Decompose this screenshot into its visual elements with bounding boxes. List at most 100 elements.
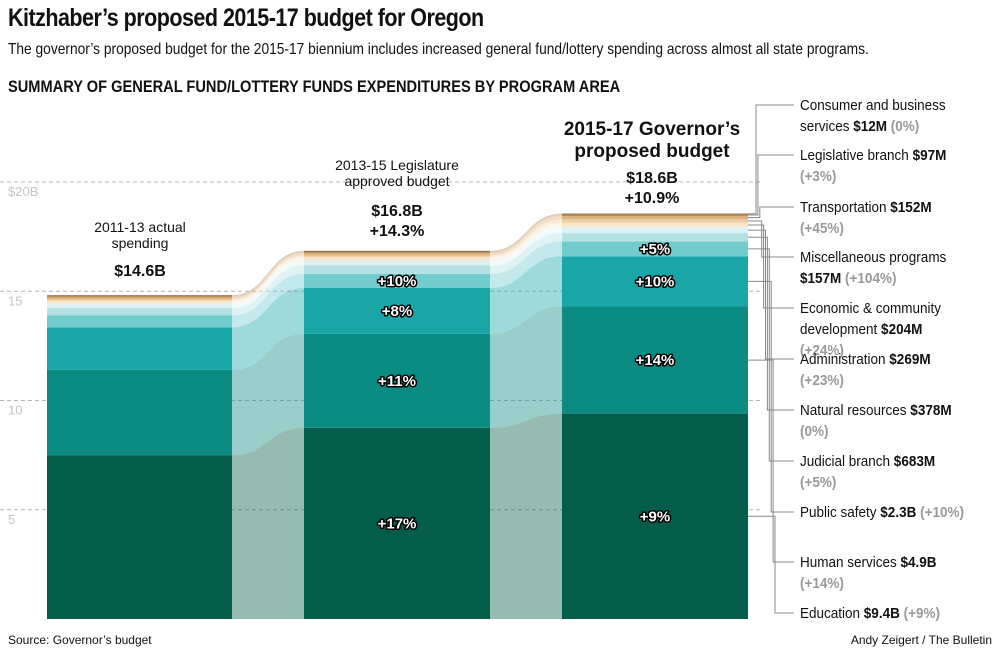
column-total-label: $16.8B [371, 203, 423, 220]
flow-public-safety-1 [232, 287, 304, 370]
flow-administration-2 [490, 227, 562, 266]
legend-item-miscellaneous-programs: Miscellaneous programs $157M (+104%) [800, 247, 967, 289]
legend-change: (0%) [890, 118, 920, 135]
bar-legislative-branch-1 [47, 295, 232, 298]
column-label: proposed budget [574, 141, 730, 162]
legend-amount: $97M [912, 147, 947, 164]
bar-human-services-1 [47, 369, 232, 456]
bar-public-safety-2 [304, 287, 490, 334]
legend-name: Education [800, 605, 864, 622]
leader-line-consumer-and-business-services [748, 104, 794, 215]
column-label: approved budget [344, 173, 449, 189]
bar-change-label: +17% [378, 515, 417, 532]
bar-natural-resources-2 [304, 265, 490, 274]
bar-public-safety-3 [562, 256, 748, 307]
flow-miscellaneous-programs-1 [232, 255, 304, 301]
legend-change: (+3%) [800, 168, 837, 185]
legend-item-judicial-branch: Judicial branch $683M (+5%) [800, 451, 967, 493]
flow-human-services-2 [490, 306, 562, 428]
bar-public-safety-1 [47, 327, 232, 370]
legend-amount: $4.9B [900, 554, 937, 571]
bar-change-label: +9% [640, 508, 670, 525]
bar-consumer-and-business-services-1 [47, 295, 232, 296]
y-tick-label: 5 [8, 512, 15, 527]
legend-change: (+9%) [903, 605, 940, 622]
flow-natural-resources-1 [232, 265, 304, 316]
legend-amount: $12M [853, 118, 891, 135]
bar-change-label: +10% [378, 273, 417, 290]
flow-transportation-2 [490, 216, 562, 256]
legend-amount: $378M [910, 402, 952, 419]
legend-change: (+104%) [845, 270, 897, 287]
leader-line-legislative-branch [748, 154, 794, 216]
bar-administration-2 [304, 260, 490, 266]
bar-legislative-branch-2 [304, 251, 490, 254]
bar-consumer-and-business-services-3 [562, 213, 748, 215]
legend-name: Transportation [800, 199, 891, 216]
bar-human-services-3 [562, 306, 748, 414]
bar-transportation-3 [562, 216, 748, 220]
legend-item-public-safety: Public safety $2.3B (+10%) [800, 502, 967, 523]
flow-miscellaneous-programs-2 [490, 219, 562, 258]
bar-economic-community-development-1 [47, 300, 232, 304]
bar-change-label: +11% [378, 373, 416, 390]
flow-natural-resources-2 [490, 233, 562, 274]
bar-change-label: +8% [382, 303, 412, 320]
flow-legislative-branch-2 [490, 213, 562, 254]
leader-line-economic-community-development [748, 224, 794, 309]
leader-line-natural-resources [748, 236, 794, 411]
flow-economic-community-development-1 [232, 257, 304, 304]
column-change-label: +10.9% [625, 190, 680, 207]
flow-consumer-and-business-services-1 [232, 250, 304, 296]
flow-education-1 [232, 427, 304, 619]
y-tick-label: 15 [8, 293, 22, 308]
flow-economic-community-development-2 [490, 222, 562, 261]
section-heading: SUMMARY OF GENERAL FUND/LOTTERY FUNDS EX… [8, 77, 621, 96]
bar-consumer-and-business-services-2 [304, 250, 490, 252]
legend-amount: $269M [889, 351, 931, 368]
column-total-label: $14.6B [114, 263, 166, 280]
column-label: 2015-17 Governor’s [564, 119, 740, 140]
flow-human-services-1 [232, 333, 304, 456]
legend-name: Miscellaneous programs [800, 249, 947, 266]
legend-change: (+24%) [800, 342, 844, 359]
column-total-label: $18.6B [626, 170, 678, 187]
bar-miscellaneous-programs-3 [562, 219, 748, 223]
legend-item-human-services: Human services $4.9B (+14%) [800, 552, 967, 594]
legend-item-administration: Administration $269M (+23%) [800, 349, 967, 391]
legend-amount: $204M [881, 321, 923, 338]
bar-miscellaneous-programs-2 [304, 255, 490, 258]
bar-administration-1 [47, 303, 232, 309]
bar-legislative-branch-3 [562, 213, 748, 217]
credit-note: Andy Zeigert / The Bulletin [850, 633, 992, 647]
legend-name: Judicial branch [800, 453, 894, 470]
flow-administration-1 [232, 260, 304, 309]
legend-amount: $683M [893, 453, 936, 470]
flow-education-2 [490, 413, 562, 619]
y-tick-label: $20B [8, 184, 38, 199]
legend-item-legislative-branch: Legislative branch $97M (+3%) [800, 145, 967, 187]
leader-line-transportation [748, 206, 794, 219]
legend-name: Legislative branch [800, 147, 913, 164]
bar-human-services-2 [304, 333, 490, 428]
bar-natural-resources-3 [562, 233, 748, 242]
legend-change: (+14%) [800, 575, 844, 592]
legend-amount: $2.3B [880, 504, 921, 521]
bar-education-1 [47, 455, 232, 619]
legend-item-transportation: Transportation $152M (+45%) [800, 197, 967, 239]
leader-line-public-safety [748, 280, 794, 513]
bar-economic-community-development-3 [562, 222, 748, 228]
flow-consumer-and-business-services-2 [490, 213, 562, 252]
y-tick-label: 10 [8, 403, 22, 418]
legend-amount: $9.4B [863, 605, 904, 622]
bar-education-3 [562, 413, 748, 619]
bar-change-label: +14% [636, 352, 675, 369]
legend-change: (+10%) [920, 504, 964, 521]
flow-judicial-branch-2 [490, 241, 562, 288]
legend-item-economic-community-development: Economic & community development $204M (… [800, 298, 967, 361]
legend-item-natural-resources: Natural resources $378M (0%) [800, 400, 967, 442]
chart-title: Kitzhaber’s proposed 2015-17 budget for … [8, 4, 484, 32]
legend-name: Natural resources [800, 402, 911, 419]
leader-line-education [748, 515, 794, 614]
